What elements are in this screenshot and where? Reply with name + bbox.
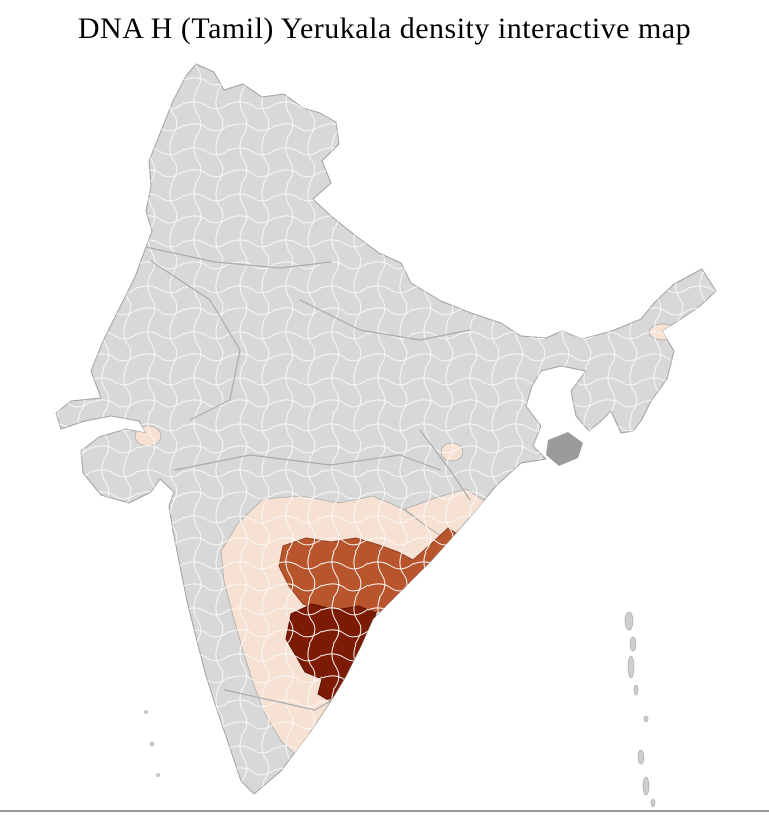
bengal-delta-region [546,432,583,466]
andaman-nicobar-islands [624,611,656,808]
frame-bottom-line [0,810,769,812]
map-title: DNA H (Tamil) Yerukala density interacti… [77,12,692,45]
lakshadweep-islands [144,710,160,777]
